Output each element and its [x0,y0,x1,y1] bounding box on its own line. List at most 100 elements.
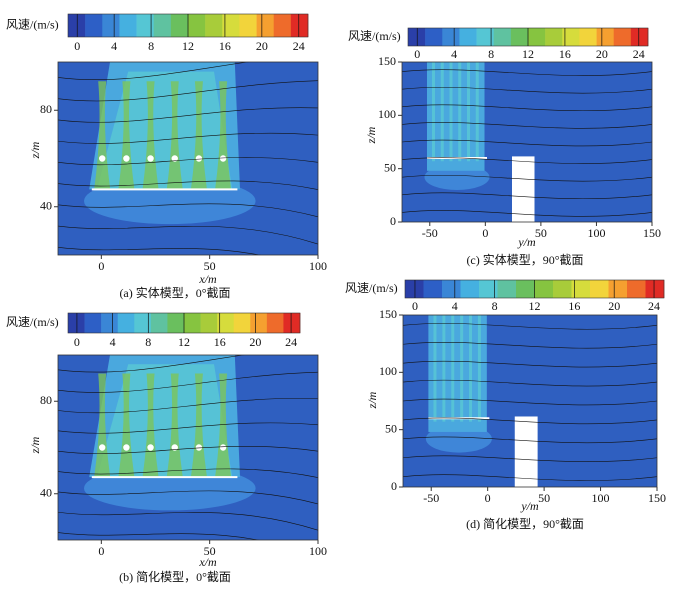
plume [428,315,487,432]
colorbar-tick-label: 0 [414,47,420,61]
colorbar-tick-label: 8 [145,335,151,349]
x-tick-label: 100 [587,226,605,240]
jet [190,81,207,190]
plot-area [58,355,318,540]
caption: (d) 简化模型，90°截面 [466,517,584,531]
colorbar-swatch [84,313,102,333]
plot-frame [401,61,653,223]
colorbar-swatch [627,280,646,298]
streamline [58,532,260,540]
colorbar-tick-label: 8 [492,299,498,313]
colorbar-swatch [68,313,85,333]
streamline [58,62,250,81]
y-axis-label: z/m [28,141,42,159]
colorbar-swatch [200,313,218,333]
colorbar-tick-label: 12 [522,47,534,61]
x-tick-label: -50 [423,491,439,505]
plot-frame [402,314,658,488]
x-axis-label: x/m [198,272,217,286]
y-tick-label: 50 [385,421,397,435]
y-tick-label: 100 [378,107,396,121]
colorbar-tick-label: 24 [293,39,305,53]
colorbar-swatch [510,28,529,46]
colorbar-swatch [493,28,512,46]
colorbar-tick-label: 8 [148,39,154,53]
colorbar-tick-label: 16 [214,335,226,349]
x-tick-label: 100 [309,544,327,558]
building [514,416,538,487]
plume-streak [451,315,455,422]
y-tick-label: 50 [384,160,396,174]
colorbar-label: 风速/(m/s) [348,29,401,43]
colorbar-tick-label: 12 [182,39,194,53]
colorbar-swatch [150,313,168,333]
colorbar-tick-label: 20 [596,47,608,61]
x-tick-label: 50 [535,226,547,240]
colorbar-label: 风速/(m/s) [6,315,59,329]
colorbar-swatch [590,280,609,298]
streamline [58,355,245,373]
colorbar-swatch [233,313,251,333]
colorbar-tick-label: 24 [648,299,660,313]
y-tick-label: 150 [379,307,397,321]
streamline [403,360,657,368]
colorbar-swatch [534,280,554,298]
streamline [58,132,318,144]
y-tick-label: 0 [390,214,396,228]
jet [215,81,232,190]
y-tick-label: 0 [391,479,397,493]
colorbar-swatch [476,28,495,46]
colorbar-swatch [134,313,152,333]
plume-streak [467,62,470,162]
plot-area [403,315,657,487]
streamline [58,180,318,190]
jet [215,373,232,478]
colorbar-tick-label: 24 [285,335,297,349]
colorbar-tick-label: 4 [110,335,116,349]
fan-dot [171,444,178,451]
colorbar-swatch [250,313,268,333]
colorbar-swatch [239,14,257,37]
colorbar-swatch [117,313,135,333]
streamline [402,174,652,182]
colorbar-swatch [184,313,201,333]
plume-streak [469,315,473,422]
colorbar-swatch [553,280,572,298]
streamline [402,157,652,164]
x-tick-label: 0 [98,259,104,273]
colorbar-swatch [596,28,615,46]
x-tick-label: 100 [309,259,327,273]
colorbar-swatch [442,28,460,46]
colorbar-swatch [290,14,309,37]
colorbar-swatch [459,28,477,46]
colorbar-tick-label: 0 [412,299,418,313]
streamline [402,86,652,94]
x-axis-label: y/m [520,499,539,513]
colorbar-swatch [408,28,426,46]
plume-streak [477,315,481,422]
colorbar-swatch [630,28,649,46]
streamline [58,203,318,218]
colorbar-tick-label: 4 [452,299,458,313]
x-axis-label: x/m [198,555,217,569]
caption: (b) 简化模型，0°截面 [119,570,231,584]
streamline [58,422,318,434]
streamline [403,417,657,425]
plot-area [58,62,318,255]
colorbar-swatch [188,14,206,37]
y-tick-label: 80 [40,393,52,407]
colorbar-swatch [645,280,665,298]
plot-area [402,62,652,222]
colorbar-swatch [136,14,155,37]
colorbar-swatch [579,28,597,46]
colorbar-swatch [545,28,563,46]
fan-dot [99,444,106,451]
x-tick-label: 50 [538,491,550,505]
streamline [402,122,652,129]
streamline [403,323,657,330]
colorbar-swatch [256,14,275,37]
plot-frame [57,354,319,541]
streamline [402,192,652,200]
colorbar-swatch [479,280,498,298]
fan-dot [171,155,178,162]
